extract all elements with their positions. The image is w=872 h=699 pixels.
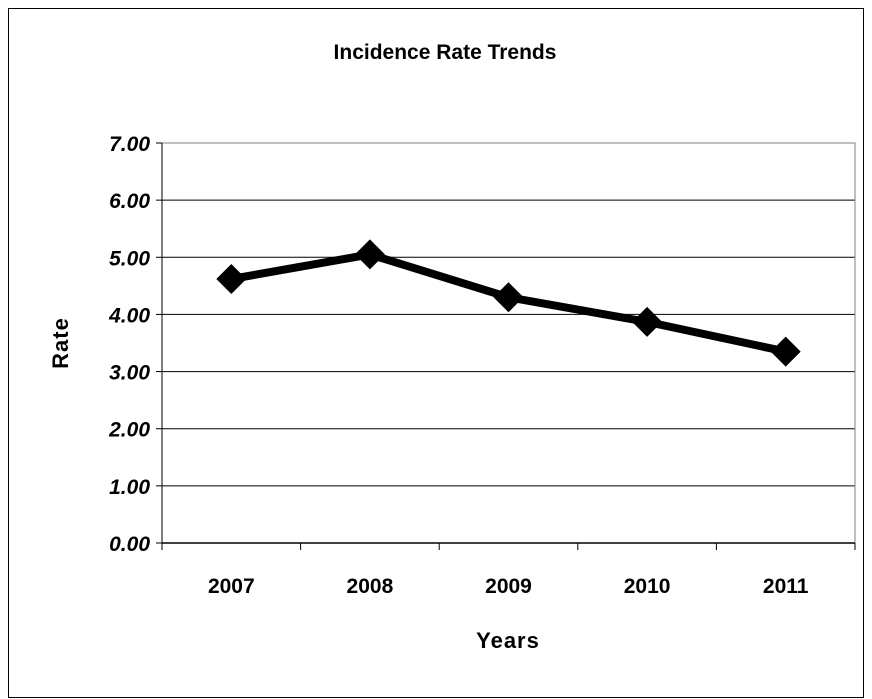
chart-frame [8, 8, 864, 698]
y-axis-ticks: 0.00 1.00 2.00 3.00 4.00 5.00 6.00 7.00 [108, 133, 162, 556]
y-tick-label: 0.00 [109, 533, 150, 556]
x-axis-label: Years [476, 628, 540, 653]
x-tick-label: 2011 [763, 575, 809, 598]
x-axis-ticks: 2007 2008 2009 2010 2011 [161, 543, 856, 598]
chart-title: Incidence Rate Trends [334, 41, 557, 64]
x-tick-label: 2007 [208, 575, 255, 598]
y-tick-label: 7.00 [109, 133, 150, 156]
y-tick-label: 1.00 [109, 476, 150, 499]
y-tick-label: 6.00 [109, 190, 150, 213]
data-point-2008 [354, 239, 385, 270]
data-point-2010 [632, 306, 663, 337]
data-point-2009 [493, 282, 524, 313]
y-tick-label: 5.00 [109, 247, 150, 270]
data-point-2007 [216, 264, 247, 294]
y-tick-label: 3.00 [109, 362, 150, 385]
x-tick-label: 2008 [347, 575, 394, 598]
y-axis-label: Rate [48, 317, 73, 369]
data-point-2011 [770, 336, 801, 367]
x-tick-label: 2009 [485, 575, 532, 598]
y-tick-label: 2.00 [108, 419, 150, 442]
x-tick-label: 2010 [624, 575, 671, 598]
axes [161, 143, 855, 544]
y-tick-label: 4.00 [108, 304, 150, 327]
gridlines [162, 142, 855, 487]
data-points [216, 239, 801, 367]
